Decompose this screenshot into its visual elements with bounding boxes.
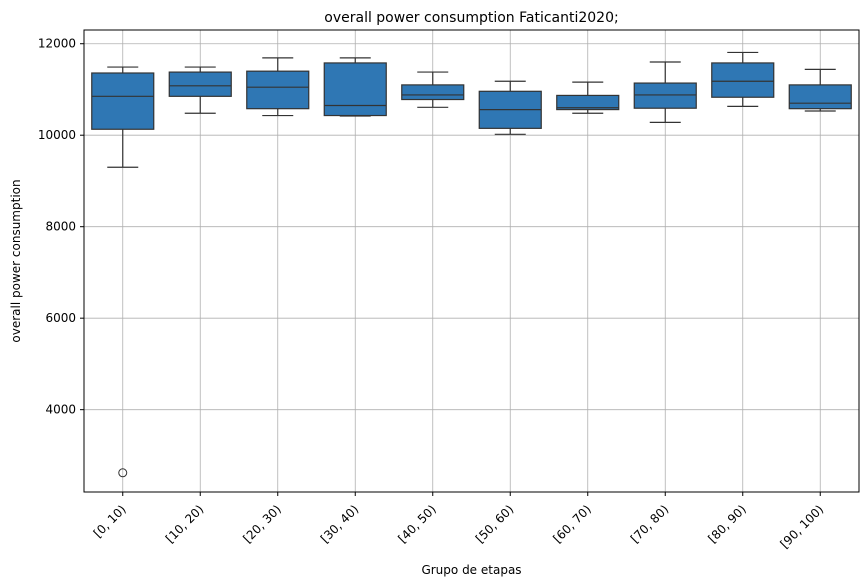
outlier-point [118, 468, 128, 478]
x-tick-label: [10, 20) [163, 502, 207, 546]
box-7 [633, 61, 697, 124]
y-tick-label: 12000 [38, 37, 76, 51]
x-tick-label: [20, 30) [240, 502, 284, 546]
y-axis-label: overall power consumption [9, 179, 23, 342]
y-tick-label: 8000 [45, 220, 76, 234]
box-3 [323, 57, 387, 117]
box-8 [711, 51, 775, 107]
x-tick-label: [90, 100) [777, 502, 826, 551]
box-6 [556, 81, 620, 114]
box-5 [478, 80, 542, 135]
chart-title: overall power consumption Faticanti2020; [324, 10, 618, 26]
x-tick-label: [40, 50) [395, 502, 439, 546]
y-tick-label: 6000 [45, 311, 76, 325]
box-9 [788, 68, 852, 112]
x-tick-label: [70, 80) [628, 502, 672, 546]
y-tick-label: 10000 [38, 128, 76, 142]
box-2 [246, 57, 310, 117]
iqr-box [246, 70, 310, 110]
box-1 [168, 66, 232, 114]
x-tick-label: [50, 60) [473, 502, 517, 546]
iqr-box [633, 82, 697, 109]
iqr-box [168, 71, 232, 97]
iqr-box [91, 72, 155, 130]
axis-ticks: 4000 6000 8000 10000 12000 [0, 10) [10, 20) [20… [38, 37, 827, 551]
x-tick-label: [60, 70) [550, 502, 594, 546]
box-4 [401, 71, 465, 108]
x-axis-label: Grupo de etapas [421, 563, 521, 577]
x-tick-label: [30, 40) [318, 502, 362, 546]
iqr-box [788, 84, 852, 110]
y-tick-label: 4000 [45, 403, 76, 417]
plot-frame [83, 29, 860, 493]
iqr-box [323, 62, 387, 117]
iqr-box [711, 62, 775, 98]
x-tick-label: [0, 10) [91, 502, 129, 540]
boxes [91, 51, 852, 478]
x-tick-label: [80, 90) [705, 502, 749, 546]
iqr-box [401, 84, 465, 101]
box-0 [91, 66, 155, 478]
iqr-box [556, 94, 620, 111]
